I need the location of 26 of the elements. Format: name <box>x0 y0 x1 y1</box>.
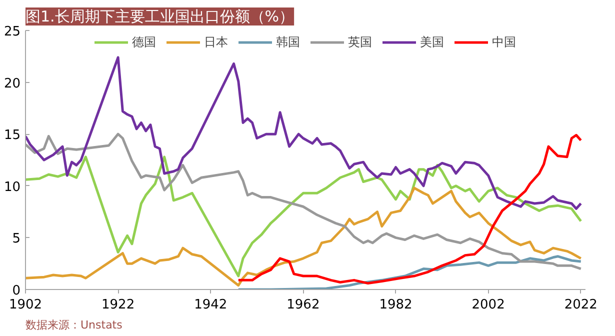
y-tick-label: 15 <box>4 128 21 144</box>
source-note: 数据来源：Unstats <box>26 318 123 332</box>
legend-label: 中国 <box>492 34 516 50</box>
y-tick-label: 10 <box>4 180 21 195</box>
legend-label: 德国 <box>132 34 156 50</box>
x-tick-label: 1902 <box>8 298 42 312</box>
line-series <box>26 156 582 278</box>
y-tick-label: 5 <box>12 232 21 247</box>
x-tick-label: 2022 <box>564 298 598 312</box>
x-tick-label: 1942 <box>194 298 228 312</box>
line-series <box>26 56 582 210</box>
legend-label: 英国 <box>348 34 372 50</box>
line-series <box>237 134 582 285</box>
x-tick-label: 1962 <box>286 298 320 312</box>
line-series <box>26 186 582 287</box>
legend-label: 日本 <box>204 34 228 50</box>
chart-title: 图1.长周期下主要工业国出口份额（%） <box>26 8 294 26</box>
legend-label: 美国 <box>420 34 444 50</box>
x-tick-label: 2002 <box>472 298 505 312</box>
legend-label: 韩国 <box>276 34 300 50</box>
y-tick-label: 0 <box>12 284 21 298</box>
y-tick-label: 25 <box>4 24 21 40</box>
y-tick-label: 20 <box>4 76 21 92</box>
x-tick-label: 1982 <box>379 298 412 312</box>
x-tick-label: 1922 <box>102 298 135 312</box>
line-series <box>26 132 582 270</box>
